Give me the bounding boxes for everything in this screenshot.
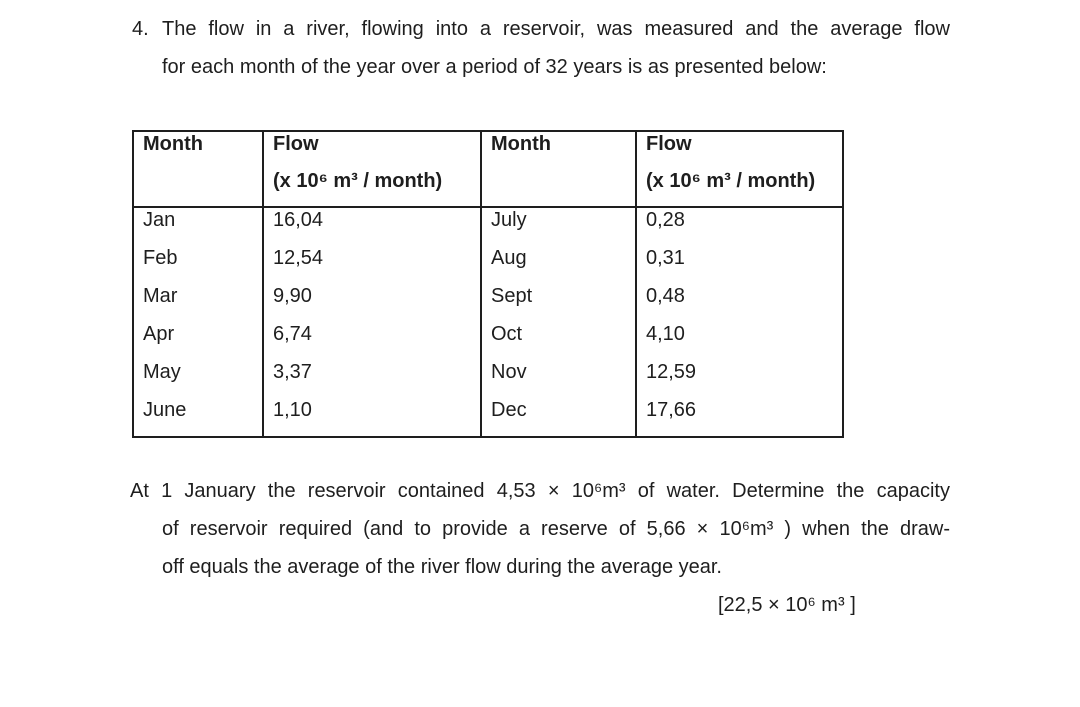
table-cell-flows-right: 0,28 0,31 0,48 4,10 12,59 17,66 — [635, 206, 844, 438]
flow-value: 12,54 — [273, 247, 324, 269]
table-cell-months-right: July Aug Sept Oct Nov Dec — [480, 206, 637, 438]
month-label: Mar — [143, 285, 178, 307]
header-title: Month — [491, 133, 551, 155]
flow-value: 0,28 — [646, 209, 685, 231]
table-cell-months-left: Jan Feb Mar Apr May June — [132, 206, 264, 438]
question-paragraph: At 1 January the reservoir contained 4,5… — [130, 479, 950, 631]
month-label: Sept — [491, 285, 533, 307]
table-body-row: Jan Feb Mar Apr May June 16,04 12,54 9,9… — [132, 206, 844, 438]
problem-number: 4. — [132, 18, 149, 40]
table-header-row: Month Flow (x 10⁶ m³ / month) Month Flow… — [132, 130, 844, 208]
month-label: June — [143, 399, 187, 421]
flow-value: 6,74 — [273, 323, 312, 345]
header-unit: (x 10⁶ m³ / month) — [646, 170, 816, 192]
month-label: Aug — [491, 247, 527, 269]
flow-value: 9,90 — [273, 285, 312, 307]
question-line: of reservoir required (and to provide a … — [162, 518, 950, 540]
statement-line: for each month of the year over a period… — [162, 56, 827, 78]
header-unit: (x 10⁶ m³ / month) — [273, 170, 443, 192]
flow-table: Month Flow (x 10⁶ m³ / month) Month Flow… — [132, 130, 844, 438]
month-label: July — [491, 209, 527, 231]
table-cell-flows-left: 16,04 12,54 9,90 6,74 3,37 1,10 — [262, 206, 482, 438]
table-header-flow-left: Flow (x 10⁶ m³ / month) — [262, 130, 482, 208]
flow-value: 12,59 — [646, 361, 697, 383]
header-title: Flow — [273, 133, 319, 155]
month-label: Dec — [491, 399, 527, 421]
month-label: Oct — [491, 323, 523, 345]
statement-text: The flow in a river, flowing into a rese… — [162, 18, 950, 40]
flow-value: 3,37 — [273, 361, 312, 383]
flow-value: 17,66 — [646, 399, 697, 421]
page-content: 4. The flow in a river, flowing into a re… — [130, 17, 950, 631]
header-title: Flow — [646, 133, 692, 155]
question-line: off equals the average of the river flow… — [162, 556, 722, 578]
header-unit — [491, 169, 631, 206]
statement-line: 4. The flow in a river, flowing into a re… — [130, 17, 950, 55]
table-header-flow-right: Flow (x 10⁶ m³ / month) — [635, 130, 844, 208]
header-title: Month — [143, 133, 203, 155]
table-header-month-left: Month — [132, 130, 264, 208]
answer-value: [22,5 × 10⁶ m³ ] — [718, 594, 856, 616]
month-label: Apr — [143, 323, 175, 345]
problem-statement: 4. The flow in a river, flowing into a re… — [130, 17, 950, 93]
flow-value: 1,10 — [273, 399, 312, 421]
flow-value: 16,04 — [273, 209, 324, 231]
flow-value: 0,31 — [646, 247, 685, 269]
month-label: Feb — [143, 247, 178, 269]
flow-value: 4,10 — [646, 323, 685, 345]
header-unit — [143, 169, 258, 206]
month-label: Jan — [143, 209, 176, 231]
table-header-month-right: Month — [480, 130, 637, 208]
flow-value: 0,48 — [646, 285, 685, 307]
month-label: May — [143, 361, 181, 383]
month-label: Nov — [491, 361, 527, 383]
answer-line: [22,5 × 10⁶ m³ ] — [130, 593, 950, 631]
question-line: At 1 January the reservoir contained 4,5… — [130, 480, 950, 502]
